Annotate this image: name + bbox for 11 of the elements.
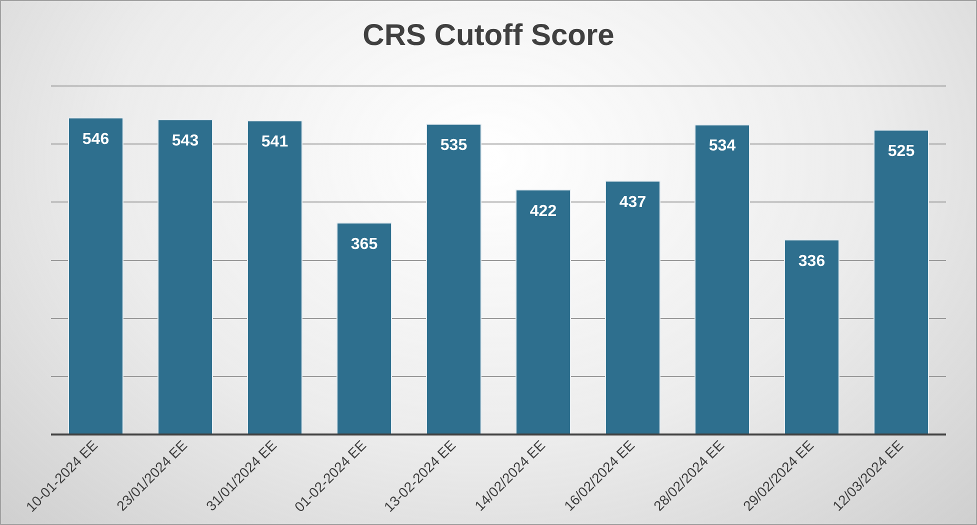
data-label: 535 (440, 137, 468, 154)
data-label: 534 (708, 138, 736, 155)
data-label: 365 (350, 236, 378, 253)
data-label: 525 (888, 142, 915, 160)
data-label: 546 (82, 130, 110, 148)
data-label: 541 (261, 134, 288, 151)
chart-title: CRS Cutoff Score (362, 19, 616, 53)
data-label: 543 (172, 132, 199, 150)
data-label: 336 (798, 252, 826, 270)
data-label: 437 (619, 194, 646, 212)
data-label: 422 (530, 202, 557, 220)
